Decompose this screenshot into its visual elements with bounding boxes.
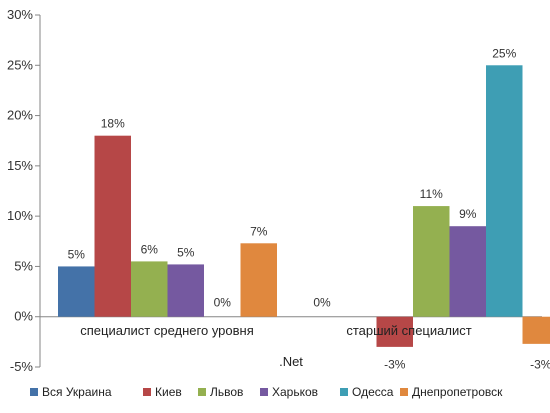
legend-label: Днепропетровск: [412, 385, 503, 399]
group-label: .Net: [279, 354, 303, 369]
legend-item: Львов: [198, 385, 243, 399]
data-label: 18%: [101, 117, 125, 131]
data-labels: 5% 18% -3% 6% 11% 5% 9% 0% 25% 7% -3% 0%: [68, 46, 550, 371]
legend-item: Днепропетровск: [400, 385, 503, 399]
y-axis: -5% 0% 5% 10% 15% 20% 25% 30%: [7, 7, 542, 374]
legend-label: Вся Украина: [42, 385, 112, 399]
bars: [58, 65, 550, 347]
legend-label: Харьков: [272, 385, 318, 399]
y-tick-label: 10%: [7, 208, 33, 223]
bar: [58, 266, 95, 317]
legend-swatch: [143, 388, 151, 396]
legend-item: Одесса: [340, 385, 394, 399]
data-label: 0%: [313, 296, 331, 310]
legend-item: Харьков: [260, 385, 318, 399]
data-label: 9%: [459, 207, 477, 221]
bar: [376, 316, 413, 347]
data-label: -3%: [530, 358, 550, 372]
y-tick-label: 0%: [14, 309, 33, 324]
legend-item: Вся Украина: [30, 385, 112, 399]
legend-swatch: [260, 388, 268, 396]
y-tick-label: 15%: [7, 158, 33, 173]
data-label: 25%: [492, 46, 516, 60]
data-label: 5%: [68, 247, 86, 261]
bar: [131, 261, 168, 317]
y-tick-label: 25%: [7, 57, 33, 72]
legend-label: Одесса: [352, 385, 394, 399]
y-tick-label: 30%: [7, 7, 33, 22]
data-label: 6%: [141, 242, 159, 256]
category-label: специалист среднего уровня: [80, 323, 254, 338]
legend-swatch: [400, 388, 408, 396]
legend-label: Киев: [155, 385, 182, 399]
data-label: -3%: [384, 358, 406, 372]
legend-swatch: [30, 388, 38, 396]
bar: [449, 226, 486, 317]
legend-swatch: [340, 388, 348, 396]
data-label: 7%: [250, 224, 268, 238]
y-tick-label: 20%: [7, 108, 33, 123]
legend: Вся Украина Киев Львов Харьков Одесса Днепроп…: [30, 385, 503, 399]
bar: [167, 264, 204, 317]
bar: [522, 316, 550, 344]
legend-swatch: [198, 388, 206, 396]
bar: [240, 243, 277, 317]
legend-label: Львов: [210, 385, 243, 399]
y-tick-label: 5%: [14, 258, 33, 273]
bar: [94, 135, 131, 317]
data-label: 5%: [177, 245, 195, 259]
legend-item: Киев: [143, 385, 182, 399]
y-tick-label: -5%: [10, 359, 34, 374]
data-label: 11%: [420, 187, 443, 201]
bar: [486, 65, 523, 317]
category-label: старший специалист: [346, 323, 471, 338]
category-labels: специалист среднего уровня старший специа…: [80, 323, 471, 369]
data-label: 0%: [214, 296, 232, 310]
bar: [413, 206, 450, 317]
